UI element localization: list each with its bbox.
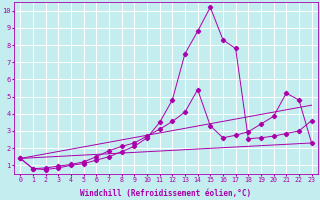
- X-axis label: Windchill (Refroidissement éolien,°C): Windchill (Refroidissement éolien,°C): [80, 189, 252, 198]
